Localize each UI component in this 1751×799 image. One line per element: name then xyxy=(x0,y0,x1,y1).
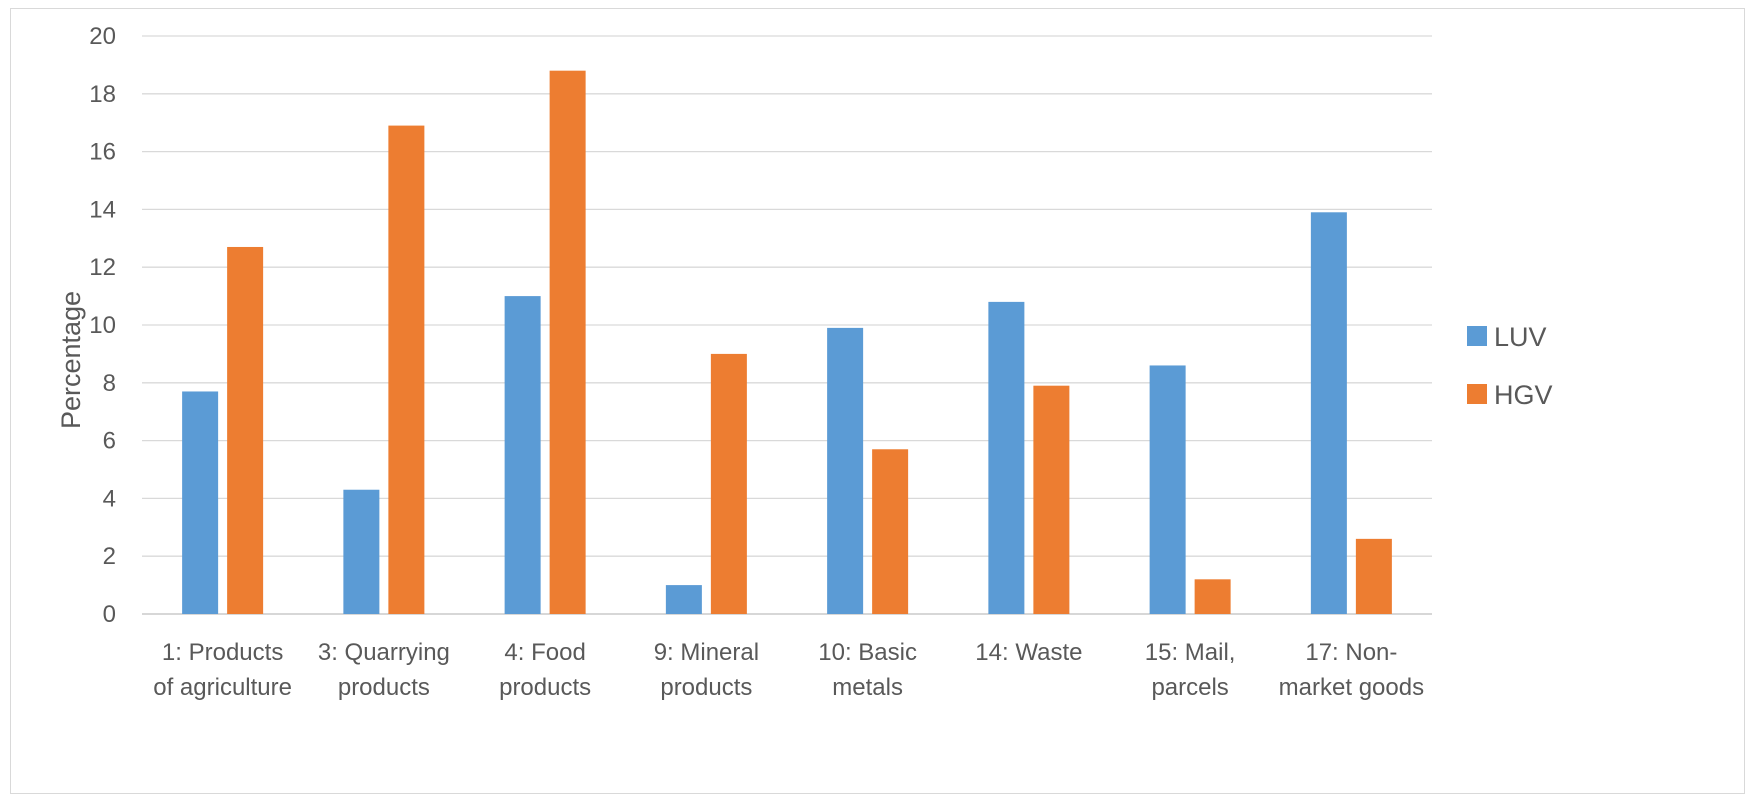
x-tick-labels: 1: Products of agriculture 3: Quarrying pro… xyxy=(153,639,1424,701)
legend-label-luv: LUV xyxy=(1494,322,1547,352)
y-tick-label: 8 xyxy=(103,370,116,397)
y-tick-label: 14 xyxy=(89,196,116,223)
bar-hgv xyxy=(549,70,586,615)
x-tick-label: 10: Basic xyxy=(818,639,917,666)
bar-luv xyxy=(504,296,541,614)
gridlines xyxy=(142,35,1432,615)
y-tick-label: 12 xyxy=(89,254,116,281)
y-tick-label: 2 xyxy=(103,543,116,570)
y-tick-label: 20 xyxy=(89,23,116,50)
bar-hgv xyxy=(1194,579,1231,614)
legend-swatch-luv xyxy=(1467,326,1487,346)
y-tick-label: 4 xyxy=(103,485,116,512)
y-tick-label: 18 xyxy=(89,81,116,108)
x-tick-label: parcels xyxy=(1151,674,1228,701)
x-tick-label: 15: Mail, xyxy=(1145,639,1236,666)
y-tick-label: 0 xyxy=(103,601,116,628)
x-tick-label: market goods xyxy=(1279,674,1424,701)
y-tick-labels: 0 2 4 6 8 10 12 14 16 18 20 xyxy=(89,23,116,628)
x-tick-label: metals xyxy=(832,674,903,701)
bars xyxy=(182,70,1392,615)
bar-luv xyxy=(988,301,1025,614)
bar-hgv xyxy=(388,125,425,614)
bar-luv xyxy=(1310,212,1347,615)
bar-hgv xyxy=(227,246,264,614)
bar-luv xyxy=(343,489,380,614)
y-axis-label: Percentage xyxy=(56,291,86,429)
y-tick-label: 16 xyxy=(89,139,116,166)
legend-label-hgv: HGV xyxy=(1494,380,1553,410)
bar-hgv xyxy=(872,449,909,614)
x-tick-label: 17: Non- xyxy=(1305,639,1397,666)
bar-luv xyxy=(827,327,864,614)
bar-hgv xyxy=(1033,385,1070,614)
chart-frame xyxy=(10,8,1745,794)
x-tick-label: of agriculture xyxy=(153,674,292,701)
x-tick-label: products xyxy=(338,674,430,701)
x-tick-label: 1: Products xyxy=(162,639,283,666)
y-tick-label: 10 xyxy=(89,312,116,339)
bar-luv xyxy=(665,585,702,614)
x-tick-label: 4: Food xyxy=(504,639,585,666)
bar-luv xyxy=(1149,365,1186,614)
bar-luv xyxy=(182,391,219,614)
x-tick-label: 14: Waste xyxy=(975,639,1082,666)
x-tick-label: 9: Mineral xyxy=(654,639,759,666)
bar-hgv xyxy=(1355,538,1392,614)
y-tick-label: 6 xyxy=(103,428,116,455)
x-tick-label: products xyxy=(499,674,591,701)
legend: LUV HGV xyxy=(1467,322,1553,410)
x-tick-label: products xyxy=(660,674,752,701)
x-tick-label: 3: Quarrying xyxy=(318,639,450,666)
bar-hgv xyxy=(710,353,747,614)
legend-swatch-hgv xyxy=(1467,384,1487,404)
